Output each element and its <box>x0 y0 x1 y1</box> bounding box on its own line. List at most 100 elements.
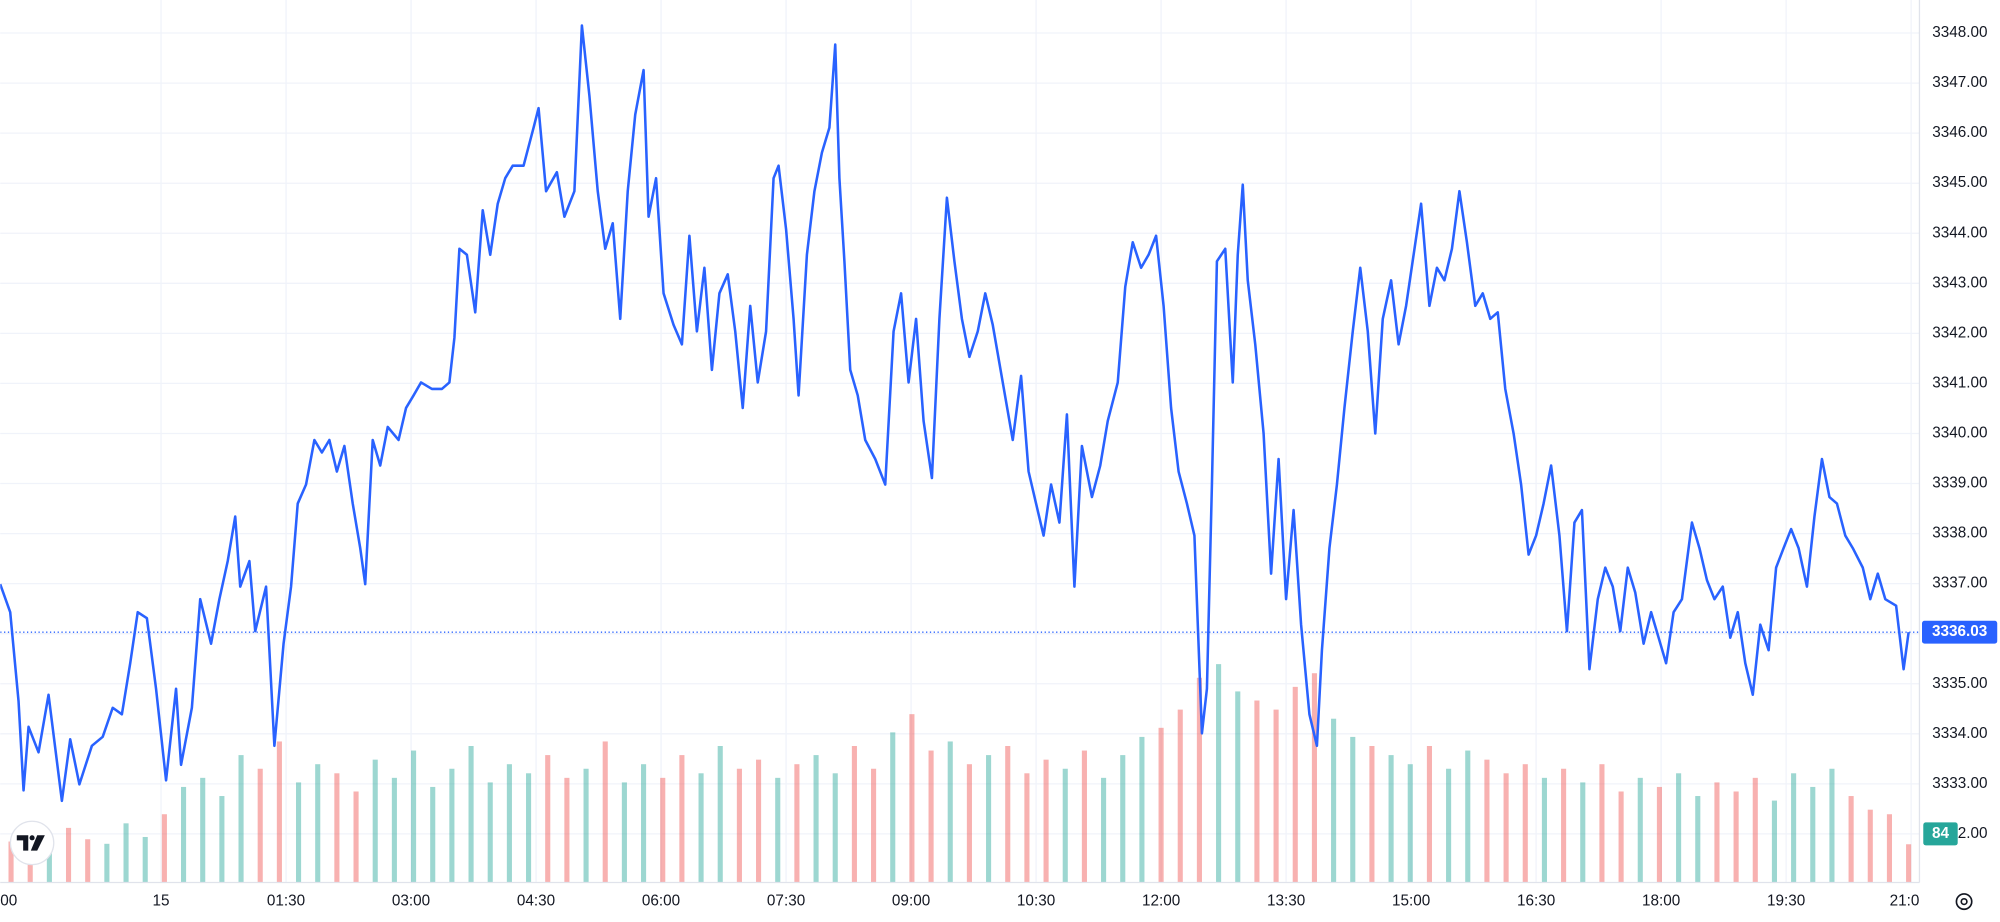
y-tick-label: 3348.00 <box>1932 24 1987 41</box>
volume-bar <box>468 746 474 883</box>
volume-bar <box>1465 750 1471 883</box>
volume-bar <box>257 768 263 883</box>
volume-bar <box>813 755 819 883</box>
y-tick-label: 3345.00 <box>1932 174 1987 191</box>
volume-bar <box>1848 796 1854 883</box>
volume-bar <box>564 777 570 883</box>
volume-bar <box>1656 786 1662 883</box>
volume-bar <box>1254 700 1260 883</box>
volume-bar <box>1676 773 1682 883</box>
volume-bar <box>1120 755 1126 883</box>
volume-bar <box>756 759 762 883</box>
volume-bar <box>123 823 129 883</box>
y-tick-label: 3341.00 <box>1932 374 1987 391</box>
volume-bar <box>1350 736 1356 883</box>
volume-bar <box>641 764 647 883</box>
volume-bar <box>276 741 282 883</box>
volume-bar <box>909 714 915 883</box>
price-axis: 3332.003333.003334.003335.003336.003337.… <box>1932 24 1987 842</box>
x-tick-label: 15:00 <box>1392 893 1430 910</box>
x-tick-label: 21:0 <box>1890 893 1920 910</box>
volume-bar <box>238 755 244 883</box>
volume-bar <box>353 791 359 883</box>
volume-bar <box>142 836 148 883</box>
volume-label: 84 <box>1932 825 1950 842</box>
volume-bar <box>1446 768 1452 883</box>
volume-bar <box>1752 777 1758 883</box>
y-tick-label: 3338.00 <box>1932 525 1987 542</box>
volume-bar <box>1216 664 1222 883</box>
volume-bar <box>1043 759 1049 883</box>
volume-bar <box>966 764 972 883</box>
x-tick-label: 06:00 <box>642 893 680 910</box>
x-tick-label: 09:00 <box>892 893 930 910</box>
price-line <box>0 24 1910 803</box>
volume-bar <box>775 777 781 883</box>
x-tick-label: 10:30 <box>1017 893 1055 910</box>
volume-bar <box>871 768 877 883</box>
settings-icon[interactable] <box>1955 893 1973 911</box>
volume-bar <box>602 741 608 883</box>
volume-bar <box>181 786 187 883</box>
volume-bar <box>1024 773 1030 883</box>
x-tick-label: 18:00 <box>1642 893 1680 910</box>
volume-bar <box>1733 791 1739 883</box>
volume-bar <box>698 773 704 883</box>
y-tick-label: 3343.00 <box>1932 274 1987 291</box>
volume-bar <box>1580 782 1586 883</box>
volume-bar <box>487 782 493 883</box>
volume-bar <box>1503 773 1509 883</box>
volume-bar <box>1695 796 1701 883</box>
volume-bar <box>545 755 551 883</box>
volume-bar <box>1292 686 1298 883</box>
volume-bar <box>8 841 14 883</box>
last-price-label: 3336.03 <box>1932 623 1987 640</box>
grid <box>0 0 1920 883</box>
volume-bar <box>583 768 589 883</box>
volume-bar <box>947 741 953 883</box>
volume-bar <box>200 777 206 883</box>
volume-bar <box>986 755 992 883</box>
volume-bar <box>890 732 896 883</box>
volume-bar <box>1407 764 1413 883</box>
volume-bar <box>1158 727 1164 883</box>
volume-bar <box>1139 736 1145 883</box>
x-tick-label: 03:00 <box>392 893 430 910</box>
y-tick-label: 3339.00 <box>1932 475 1987 492</box>
volume-bar <box>736 768 742 883</box>
y-tick-label: 3337.00 <box>1932 575 1987 592</box>
volume-bar <box>1771 800 1777 883</box>
x-tick-label: 01:30 <box>267 893 305 910</box>
y-tick-label: 3335.00 <box>1932 675 1987 692</box>
volume-bar <box>449 768 455 883</box>
volume-bar <box>832 773 838 883</box>
volume-bar <box>794 764 800 883</box>
volume-bar <box>1388 755 1394 883</box>
volume-bar <box>1906 844 1912 883</box>
volume-bar <box>391 777 397 883</box>
volume-bar <box>1101 777 1107 883</box>
volume-bar <box>1637 777 1643 883</box>
last-price-badge <box>1922 620 1998 644</box>
volume-bar <box>1810 786 1816 883</box>
x-tick-label: 13:30 <box>1267 893 1305 910</box>
y-tick-label: 3344.00 <box>1932 224 1987 241</box>
volume-bar <box>660 777 666 883</box>
volume-bar <box>1311 673 1317 883</box>
volume-bar <box>1522 764 1528 883</box>
volume-bar <box>1829 768 1835 883</box>
volume-bar <box>1062 768 1068 883</box>
plot-area <box>0 24 1920 803</box>
y-tick-label: 3334.00 <box>1932 725 1987 742</box>
volume-bar <box>1618 791 1624 883</box>
volume-bar <box>219 796 225 883</box>
volume-bar <box>1886 814 1892 883</box>
volume-bar <box>1714 782 1720 883</box>
volume-bar <box>717 746 723 883</box>
volume-bar <box>1235 691 1241 883</box>
volume-bar <box>1561 768 1567 883</box>
x-tick-label: 19:30 <box>1767 893 1805 910</box>
x-tick-label: 07:30 <box>767 893 805 910</box>
volume-bar <box>506 764 512 883</box>
volume-bar <box>1196 677 1202 883</box>
